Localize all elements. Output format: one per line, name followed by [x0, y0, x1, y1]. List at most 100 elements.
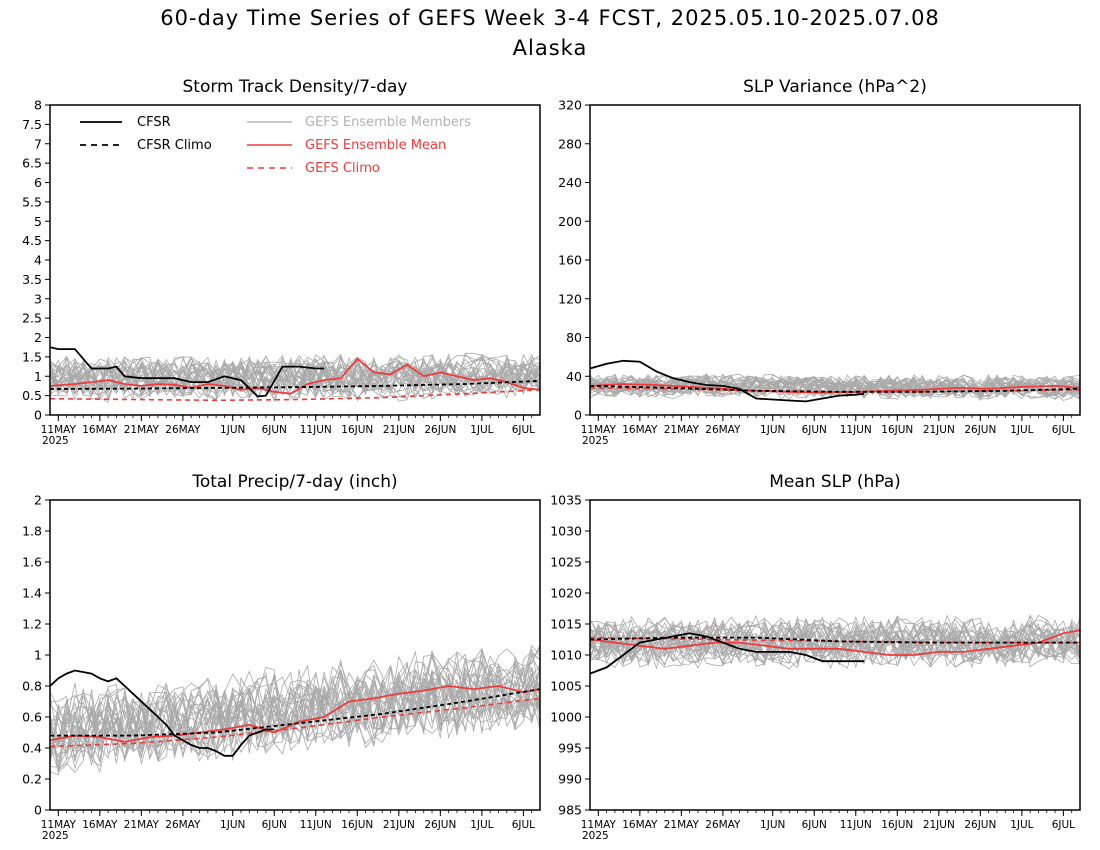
y-tick-label: 1020 [550, 586, 582, 601]
panel-title: Total Precip/7-day (inch) [191, 472, 397, 492]
ensemble-member-line [589, 378, 1081, 400]
ensemble-member-line [49, 361, 541, 397]
ensemble-member-line [589, 614, 1081, 656]
x-tick-label: 21MAY [124, 424, 160, 436]
gefs-climo-line [49, 389, 541, 402]
ensemble-member-line [49, 671, 541, 763]
y-tick-label: 1.4 [22, 586, 42, 601]
x-tick-label: 21JUN [923, 819, 955, 831]
y-tick-label: 0 [574, 408, 582, 423]
cfsr-line [589, 359, 865, 403]
ensemble-member-line [49, 666, 541, 762]
x-tick-label: 16JUN [341, 819, 373, 831]
x-tick-label: 11MAY [41, 819, 77, 831]
y-tick-label: 280 [558, 136, 582, 151]
y-tick-label: 6 [34, 175, 42, 190]
y-tick-label: 7 [34, 136, 42, 151]
cfsr-climo-line [49, 380, 541, 390]
y-tick-label: 4.5 [22, 233, 42, 248]
figure-subtitle: Alaska [512, 36, 588, 60]
x-tick-label: 11JUN [300, 424, 332, 436]
x-tick-label: 26JUN [964, 424, 996, 436]
ensemble-mean-line [49, 357, 541, 395]
y-tick-label: 240 [558, 175, 582, 190]
panel-title: Storm Track Density/7-day [183, 77, 408, 97]
y-tick-label: 320 [558, 98, 582, 113]
y-tick-label: 120 [558, 291, 582, 306]
cfsr-line [49, 669, 275, 757]
x-tick-label: 26MAY [705, 424, 741, 436]
x-tick-label: 6JUN [802, 424, 827, 436]
y-tick-label: 1.2 [22, 617, 42, 632]
x-tick-label: 6JUN [262, 819, 287, 831]
x-tick-label: 11MAY [581, 424, 617, 436]
cfsr-climo-line [589, 385, 1081, 393]
x-tick-label: 1JUN [220, 819, 245, 831]
y-tick-label: 1025 [550, 555, 582, 570]
y-tick-label: 8 [34, 98, 42, 113]
x-tick-label: 21JUN [383, 424, 415, 436]
x-tick-label: 26JUN [424, 819, 456, 831]
ensemble-member-line [589, 628, 1080, 670]
gefs-climo-line [49, 697, 541, 748]
y-tick-label: 990 [558, 772, 582, 787]
ensemble-member-line [589, 374, 1081, 396]
y-tick-label: 1010 [550, 648, 582, 663]
plot-frame [589, 104, 1081, 416]
x-year-label: 2025 [42, 435, 69, 447]
panel-3 [45, 499, 541, 816]
x-tick-label: 11JUN [840, 424, 872, 436]
x-tick-label: 16JUN [881, 819, 913, 831]
x-tick-label: 1JUN [760, 819, 785, 831]
ensemble-mean-line [589, 629, 1081, 656]
ensemble-member-line [49, 648, 541, 755]
plot-frame [49, 499, 541, 811]
y-tick-label: 6.5 [22, 156, 42, 171]
y-tick-label: 0 [34, 408, 42, 423]
ensemble-member-line [49, 352, 541, 390]
y-tick-label: 1 [34, 369, 42, 384]
y-tick-label: 1030 [550, 524, 582, 539]
ensemble-member-line [589, 377, 1081, 399]
x-tick-label: 26MAY [165, 424, 201, 436]
x-tick-label: 16MAY [622, 819, 658, 831]
y-tick-label: 3.5 [22, 272, 42, 287]
ensemble-member-line [49, 644, 541, 750]
y-tick-label: 995 [558, 741, 582, 756]
panel-title: Mean SLP (hPa) [769, 472, 901, 492]
x-tick-label: 21JUN [923, 424, 955, 436]
x-tick-label: 1JUL [1010, 424, 1033, 436]
ensemble-mean-line [589, 383, 1081, 394]
y-tick-label: 1000 [550, 710, 582, 725]
y-tick-label: 2 [34, 493, 42, 508]
y-tick-label: 1 [34, 648, 42, 663]
cfsr-climo-line [589, 636, 1080, 644]
y-tick-label: 2.5 [22, 311, 42, 326]
x-tick-label: 6JUL [512, 819, 535, 831]
ensemble-member-line [589, 617, 1081, 659]
ensemble-member-line [49, 362, 541, 400]
x-tick-label: 16JUN [341, 424, 373, 436]
cfsr-line [49, 346, 325, 398]
figure-title: 60-day Time Series of GEFS Week 3-4 FCST… [160, 6, 940, 30]
x-tick-label: 26MAY [705, 819, 741, 831]
x-tick-label: 26JUN [424, 424, 456, 436]
x-tick-label: 1JUN [220, 424, 245, 436]
x-year-label: 2025 [42, 830, 69, 842]
y-tick-label: 0.5 [22, 388, 42, 403]
y-tick-label: 4 [34, 253, 42, 268]
x-tick-label: 1JUL [470, 424, 493, 436]
legend-members-label: GEFS Ensemble Members [305, 115, 471, 130]
y-tick-label: 5 [34, 214, 42, 229]
x-tick-label: 1JUL [1010, 819, 1033, 831]
ensemble-member-line [589, 373, 1081, 394]
y-tick-label: 0 [34, 803, 42, 818]
y-tick-label: 0.6 [22, 710, 42, 725]
panel-2 [585, 104, 1081, 421]
y-tick-label: 7.5 [22, 117, 42, 132]
x-tick-label: 6JUN [802, 819, 827, 831]
ensemble-mean-line [49, 685, 541, 743]
x-tick-label: 11MAY [581, 819, 617, 831]
y-tick-label: 200 [558, 214, 582, 229]
y-tick-label: 0.2 [22, 772, 42, 787]
